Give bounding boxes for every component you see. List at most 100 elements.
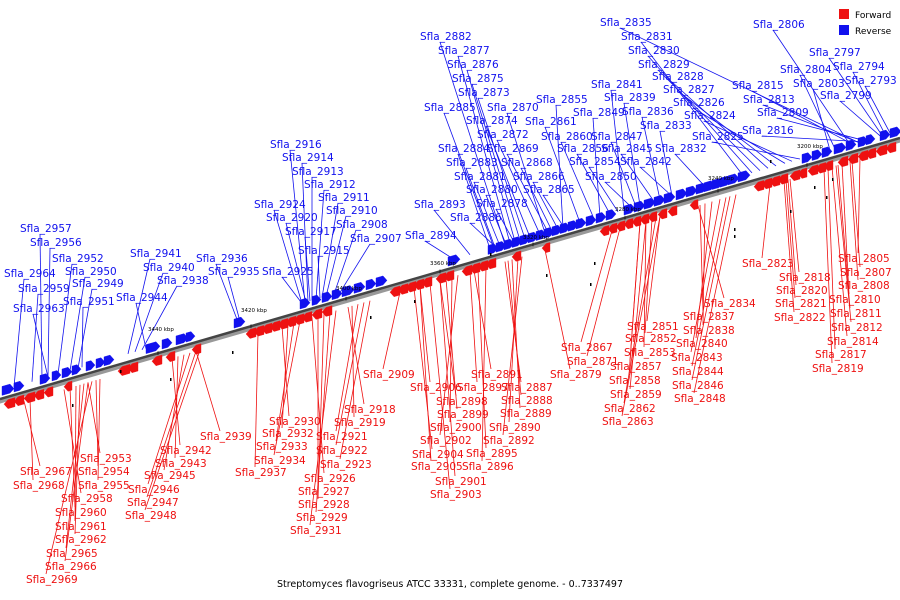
backbone-marker — [734, 235, 736, 238]
forward-gene-arrow — [127, 361, 139, 373]
reverse-gene-label: Sfla_2832 — [655, 143, 707, 155]
forward-gene-arrow — [631, 215, 642, 227]
forward-gene-arrow — [623, 218, 634, 230]
reverse-gene-label: Sfla_2936 — [196, 253, 248, 265]
reverse-leader-line — [639, 166, 673, 197]
forward-gene-arrow — [885, 141, 897, 154]
forward-leader-line — [309, 310, 337, 526]
reverse-leader-line — [141, 285, 178, 351]
reverse-gene-label: Sfla_2944 — [116, 292, 168, 304]
reverse-gene-arrow — [375, 275, 388, 288]
reverse-gene-label: Sfla_2813 — [743, 94, 795, 106]
genome-backbone — [0, 136, 900, 404]
backbone-marker — [546, 274, 548, 277]
forward-gene-label: Sfla_2844 — [672, 366, 724, 378]
forward-leader-line — [849, 161, 859, 281]
reverse-leader-line — [439, 41, 506, 245]
forward-leader-line — [419, 286, 432, 462]
reverse-leader-line — [32, 313, 49, 378]
reverse-gene-label: Sfla_2847 — [591, 131, 643, 143]
forward-gene-arrow — [477, 260, 489, 272]
forward-gene-label: Sfla_2945 — [144, 470, 196, 482]
forward-gene-arrow — [511, 250, 522, 262]
reverse-leader-line — [542, 194, 565, 228]
forward-leader-line — [702, 203, 706, 326]
reverse-gene-label: Sfla_2913 — [292, 166, 344, 178]
reverse-leader-line — [772, 29, 851, 145]
forward-gene-arrow — [191, 343, 202, 355]
reverse-gene-arrow — [71, 364, 82, 376]
forward-gene-label: Sfla_2928 — [298, 499, 350, 511]
reverse-gene-label: Sfla_2910 — [326, 205, 378, 217]
scale-ticks: 3200 kbp 3240 kbp 3280 kbp 3320 kbp 3360 kbp… — [72, 144, 834, 407]
reverse-gene-label: Sfla_2869 — [487, 143, 539, 155]
forward-leader-line — [477, 269, 487, 449]
forward-leader-line — [628, 222, 641, 376]
backbone-marker — [170, 378, 172, 381]
forward-gene-label: Sfla_2834 — [704, 298, 756, 310]
forward-gene-label: Sfla_2810 — [829, 294, 881, 306]
forward-leader-line — [439, 280, 457, 397]
backbone-marker — [594, 262, 596, 265]
backbone-marker — [790, 210, 792, 213]
reverse-gene-label: Sfla_2907 — [350, 233, 402, 245]
reverse-gene-label: Sfla_2920 — [266, 212, 318, 224]
reverse-leader-line — [301, 162, 309, 302]
reverse-leader-line — [839, 100, 881, 137]
reverse-gene-label: Sfla_2825 — [692, 131, 744, 143]
reverse-leader-line — [620, 153, 655, 202]
reverse-gene-arrow — [623, 203, 636, 216]
reverse-leader-line — [477, 97, 526, 239]
forward-leader-line — [502, 256, 523, 436]
reverse-gene-label: Sfla_2804 — [780, 64, 832, 76]
scale-tick-label: 3360 kbp — [430, 261, 456, 267]
reverse-leader-line — [506, 112, 546, 234]
forward-leader-line — [544, 249, 571, 370]
forward-gene-label: Sfla_2903 — [430, 489, 482, 501]
reverse-gene-label: Sfla_2872 — [477, 129, 529, 141]
reverse-leader-line — [457, 55, 511, 244]
reverse-leader-line — [588, 166, 619, 212]
forward-gene-label: Sfla_2898 — [436, 396, 488, 408]
reverse-gene-arrow — [447, 254, 461, 267]
reverse-leader-line — [852, 71, 886, 135]
forward-leader-line — [580, 230, 613, 343]
forward-gene-arrow — [389, 285, 401, 297]
forward-gene-arrow — [875, 144, 888, 157]
reverse-gene-label: Sfla_2882 — [420, 31, 472, 43]
forward-leader-line — [695, 201, 713, 339]
forward-leader-line — [835, 165, 852, 323]
reverse-gene-label: Sfla_2956 — [30, 237, 82, 249]
reverse-gene-label: Sfla_2893 — [414, 199, 466, 211]
forward-leader-line — [469, 271, 478, 383]
reverse-gene-label: Sfla_2885 — [424, 102, 476, 114]
reverse-gene-arrow — [341, 285, 355, 298]
forward-gene-label: Sfla_2965 — [46, 548, 98, 560]
reverse-gene-arrow — [845, 139, 857, 151]
forward-gene-label: Sfla_2814 — [827, 336, 879, 348]
reverse-leader-line — [674, 153, 706, 187]
forward-leader-line — [445, 278, 458, 410]
reverse-gene-label: Sfla_2951 — [63, 296, 115, 308]
forward-leader-line — [783, 180, 795, 313]
reverse-leader-line — [134, 272, 164, 352]
reverse-leader-line — [711, 141, 801, 160]
forward-leader-line — [281, 324, 289, 429]
reverse-gene-arrow — [727, 173, 740, 186]
reverse-gene-arrow — [51, 370, 62, 382]
forward-gene-arrow — [261, 322, 273, 335]
reverse-leader-line — [640, 41, 744, 176]
forward-gene-arrow — [761, 177, 773, 190]
reverse-gene-arrow — [821, 146, 833, 158]
reverse-gene-label: Sfla_2829 — [638, 59, 690, 71]
forward-gene-label: Sfla_2958 — [61, 493, 113, 505]
reverse-gene-label: Sfla_2884 — [438, 143, 490, 155]
reverse-gene-label: Sfla_2957 — [20, 223, 72, 235]
legend-label-reverse: Reverse — [855, 27, 892, 37]
reverse-gene-label: Sfla_2826 — [673, 97, 725, 109]
reverse-gene-label: Sfla_2839 — [604, 92, 656, 104]
forward-leader-line — [335, 304, 359, 432]
forward-gene-arrow — [607, 222, 618, 234]
legend: Forward Reverse — [839, 9, 892, 37]
forward-leader-line — [74, 385, 77, 522]
